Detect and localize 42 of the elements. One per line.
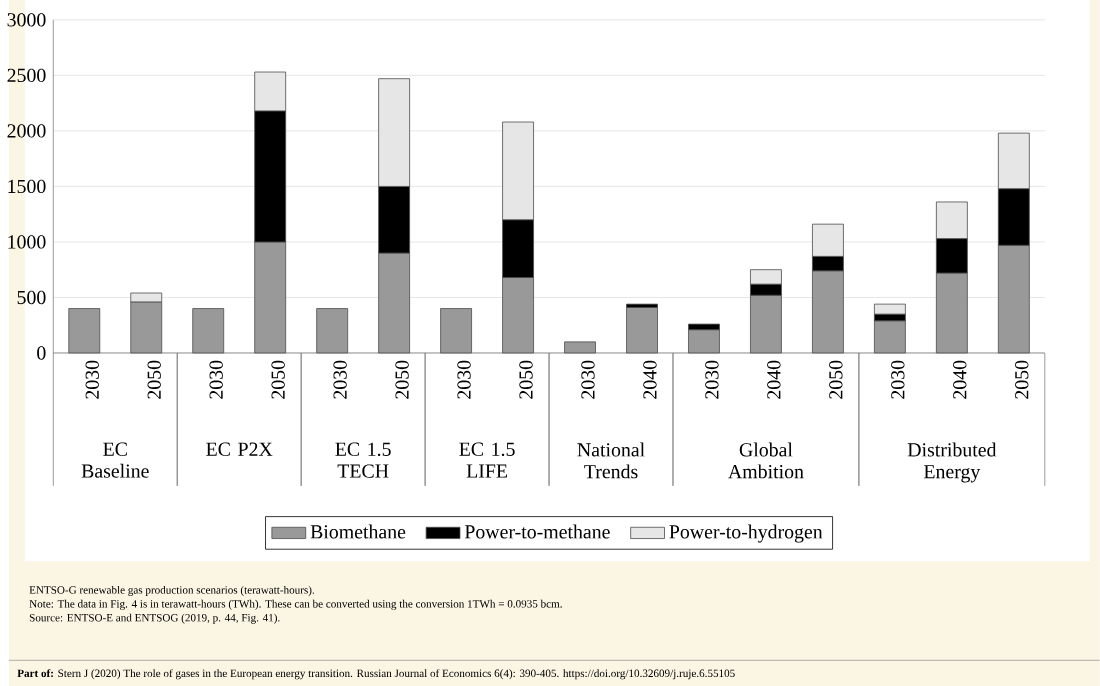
x-tick-label: 2050 <box>829 360 843 399</box>
bar <box>316 308 349 354</box>
x-tick-label: 2030 <box>581 360 595 399</box>
legend-label: Power-to-methane <box>464 524 610 539</box>
text: EC 1.5 TECH <box>335 442 391 478</box>
text: EC Baseline <box>81 442 149 478</box>
text: EC 1.5 LIFE <box>459 442 515 478</box>
x-tick-label: 2030 <box>457 360 471 399</box>
bar <box>688 329 720 354</box>
x-tick-label: 2050 <box>519 360 533 399</box>
bar <box>873 303 906 315</box>
y-tick-label: 1000 <box>8 235 46 249</box>
x-tick-label: 2050 <box>1015 360 1029 399</box>
y-tick-label: 3000 <box>7 13 46 27</box>
x-tick-label: 2050 <box>395 360 409 399</box>
y-tick-label: 500 <box>17 290 46 305</box>
legend-label: Power-to-hydrogen <box>669 524 823 543</box>
y-tick-label: 2500 <box>7 68 46 82</box>
x-tick-label: 2050 <box>147 360 161 399</box>
text: National Trends <box>577 442 645 479</box>
text: EC P2X <box>206 442 273 456</box>
bar <box>626 306 658 354</box>
bar <box>192 308 225 354</box>
x-tick-label: 2050 <box>271 360 285 399</box>
x-tick-label: 2040 <box>643 360 657 399</box>
x-tick-label: 2030 <box>891 360 905 399</box>
y-tick-label: 1500 <box>8 179 46 194</box>
bar <box>564 341 596 354</box>
x-tick-label: 2030 <box>209 360 223 399</box>
x-tick-label: 2030 <box>705 360 719 399</box>
x-tick-label: 2040 <box>953 360 967 399</box>
x-tick-label: 2040 <box>767 360 781 399</box>
bar <box>440 308 472 354</box>
text: Distributed Energy <box>907 442 997 483</box>
bar <box>68 308 101 354</box>
text: Global Ambition <box>728 442 804 479</box>
x-tick-label: 2030 <box>85 360 99 399</box>
x-tick-label: 2030 <box>333 360 347 399</box>
legend-label: Biomethane <box>310 524 406 539</box>
y-tick-label: 0 <box>37 346 46 360</box>
bar <box>873 320 906 354</box>
y-tick-label: 2000 <box>7 124 46 138</box>
